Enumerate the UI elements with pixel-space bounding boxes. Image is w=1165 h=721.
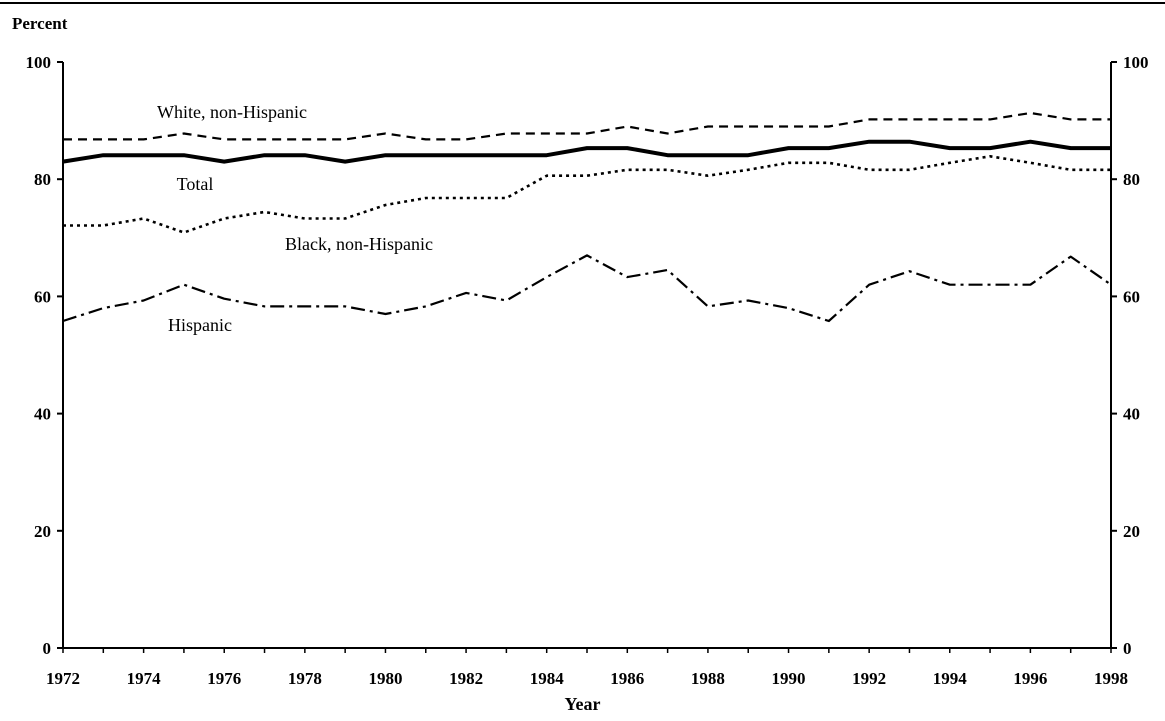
y-tick-label-right: 80 — [1123, 170, 1140, 189]
series-line-1 — [62, 139, 1111, 164]
y-tick-label-left: 100 — [26, 53, 52, 72]
x-axis-label: Year — [564, 694, 601, 714]
x-tick-label: 1992 — [852, 669, 886, 688]
x-tick-label: 1996 — [1013, 669, 1047, 688]
x-tick-label: 1998 — [1094, 669, 1128, 688]
series-label-0: White, non-Hispanic — [157, 102, 307, 122]
axes: 0 0 20 20 40 40 60 60 80 80 100 100 1972 1974 1976 1978… — [26, 53, 1149, 688]
x-tick-label: 1980 — [368, 669, 402, 688]
y-tick-label-left: 0 — [43, 639, 52, 658]
series-label-1: Total — [177, 174, 214, 194]
series-line-2 — [63, 155, 1111, 234]
y-tick-label-right: 100 — [1123, 53, 1149, 72]
x-tick-label: 1990 — [772, 669, 806, 688]
x-tick-label: 1972 — [46, 669, 80, 688]
series-label-3: Hispanic — [168, 315, 232, 335]
top-rule — [0, 2, 1165, 4]
y-axis-label: Percent — [12, 14, 68, 33]
x-tick-label: 1976 — [207, 669, 241, 688]
x-tick-label: 1994 — [933, 669, 968, 688]
y-tick-label-right: 60 — [1123, 287, 1140, 306]
series-line-3 — [62, 254, 1112, 323]
y-tick-label-left: 40 — [34, 405, 51, 424]
x-tick-label: 1986 — [610, 669, 644, 688]
series-lines — [62, 111, 1112, 323]
y-tick-label-right: 40 — [1123, 405, 1140, 424]
y-tick-label-right: 0 — [1123, 639, 1132, 658]
series-label-2: Black, non-Hispanic — [285, 234, 433, 254]
y-tick-label-left: 20 — [34, 522, 51, 541]
series-labels: White, non-Hispanic Total Black, non-Hispa… — [157, 102, 433, 335]
x-tick-label: 1984 — [530, 669, 565, 688]
y-tick-label-left: 60 — [34, 287, 51, 306]
x-tick-label: 1988 — [691, 669, 725, 688]
x-tick-label: 1974 — [127, 669, 162, 688]
series-line-0 — [63, 111, 1111, 141]
x-tick-label: 1982 — [449, 669, 483, 688]
y-tick-label-right: 20 — [1123, 522, 1140, 541]
y-tick-label-left: 80 — [34, 170, 51, 189]
x-tick-label: 1978 — [288, 669, 322, 688]
